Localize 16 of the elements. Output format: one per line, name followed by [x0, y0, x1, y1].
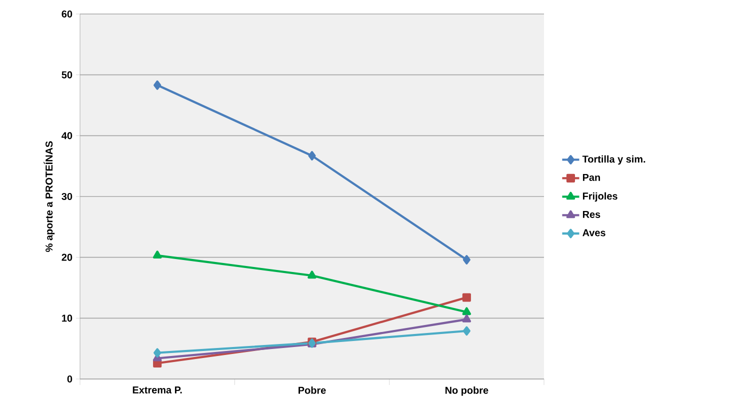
legend-label: Res [582, 210, 600, 218]
x-tick-label: No pobre [445, 386, 488, 396]
x-tick-label: Pobre [298, 386, 326, 394]
legend-label: Tortilla y sim. [582, 155, 646, 165]
y-tick-label: 10 [62, 314, 72, 322]
y-tick-label: 0 [67, 375, 72, 383]
y-tick-label: 60 [62, 10, 72, 18]
y-axis-title: % aporte a PROTEÍNAS [44, 141, 55, 252]
y-tick-label: 50 [62, 71, 72, 78]
y-tick-label: 20 [62, 254, 72, 261]
legend-label: Frijoles [582, 192, 618, 202]
y-tick-label: 30 [62, 192, 72, 200]
y-tick-label: 40 [62, 132, 72, 140]
legend-label: Pan [582, 174, 600, 181]
x-tick-label: Extrema P. [132, 386, 182, 394]
legend-label: Aves [582, 229, 606, 236]
